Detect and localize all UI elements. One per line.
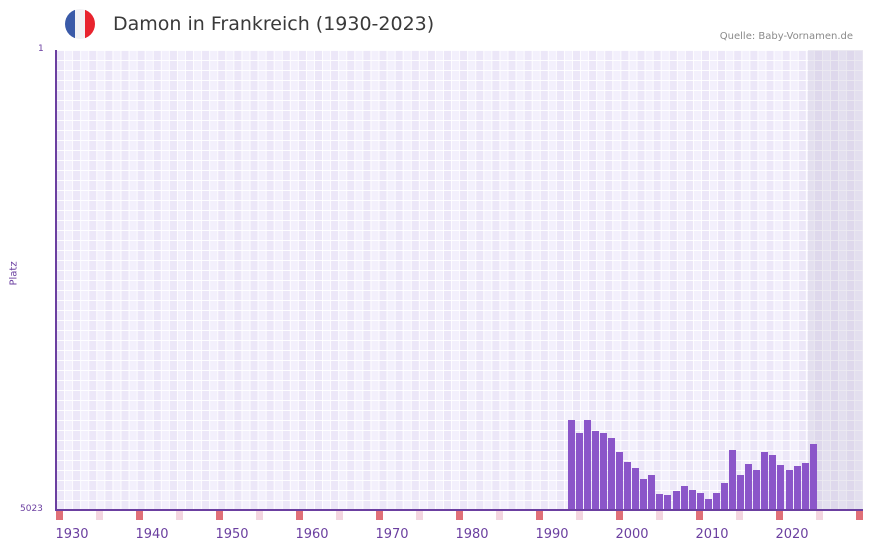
source-credit: Quelle: Baby-Vornamen.de	[719, 31, 853, 42]
decade-marker	[216, 511, 223, 520]
decade-marker	[616, 511, 623, 520]
bar[interactable]	[656, 494, 664, 510]
flag-blue	[65, 9, 75, 39]
bar[interactable]	[567, 420, 575, 510]
x-tick-label: 1990	[535, 527, 569, 542]
decade-marker	[136, 511, 143, 520]
bar[interactable]	[688, 490, 696, 510]
bar[interactable]	[575, 433, 583, 510]
decade-marker	[376, 511, 383, 520]
bar[interactable]	[607, 438, 615, 510]
bar[interactable]	[648, 475, 656, 510]
x-tick-label: 2010	[695, 527, 729, 542]
decade-marker	[536, 511, 543, 520]
half-decade-marker	[336, 511, 343, 520]
bar[interactable]	[624, 462, 632, 510]
bar[interactable]	[753, 470, 761, 510]
plot-area	[56, 50, 863, 510]
y-axis-line	[55, 50, 57, 511]
bar[interactable]	[664, 495, 672, 510]
x-tick-label: 1980	[455, 527, 489, 542]
bar[interactable]	[801, 463, 809, 510]
bar[interactable]	[793, 466, 801, 510]
half-decade-marker	[576, 511, 583, 520]
decade-marker	[456, 511, 463, 520]
decade-marker	[56, 511, 63, 520]
bar[interactable]	[696, 493, 704, 510]
bar[interactable]	[809, 444, 817, 510]
bar[interactable]	[599, 433, 607, 510]
x-tick-label: 2020	[775, 527, 809, 542]
bar[interactable]	[680, 486, 688, 510]
flag-france-icon	[65, 9, 95, 39]
y-top-label: 1	[38, 44, 44, 54]
decade-marker	[856, 511, 863, 520]
decade-marker	[776, 511, 783, 520]
y-axis-title: Platz	[8, 261, 20, 286]
half-decade-marker	[256, 511, 263, 520]
bar[interactable]	[737, 475, 745, 510]
y-bottom-label: 5023	[20, 504, 43, 514]
flag-red	[85, 9, 95, 39]
bar[interactable]	[745, 464, 753, 510]
x-tick-label: 2000	[615, 527, 649, 542]
bar[interactable]	[672, 491, 680, 510]
bar[interactable]	[591, 431, 599, 510]
x-tick-label: 1950	[215, 527, 249, 542]
year-markers	[56, 511, 863, 520]
bar[interactable]	[704, 499, 712, 510]
half-decade-marker	[96, 511, 103, 520]
bar[interactable]	[729, 450, 737, 510]
decade-marker	[696, 511, 703, 520]
bar[interactable]	[632, 468, 640, 510]
half-decade-marker	[736, 511, 743, 520]
half-decade-marker	[416, 511, 423, 520]
x-tick-label: 1930	[55, 527, 89, 542]
bar[interactable]	[616, 452, 624, 510]
bar[interactable]	[761, 452, 769, 510]
decade-marker	[296, 511, 303, 520]
half-decade-marker	[496, 511, 503, 520]
half-decade-marker	[176, 511, 183, 520]
half-decade-marker	[656, 511, 663, 520]
x-axis-line	[55, 509, 863, 511]
bar[interactable]	[583, 420, 591, 510]
x-tick-label: 1960	[295, 527, 329, 542]
flag-white	[75, 9, 85, 39]
x-tick-label: 1970	[375, 527, 409, 542]
half-decade-marker	[816, 511, 823, 520]
bar[interactable]	[785, 470, 793, 510]
chart-title: Damon in Frankreich (1930-2023)	[113, 13, 435, 35]
future-shade	[808, 50, 863, 510]
bar[interactable]	[720, 483, 728, 510]
bar[interactable]	[640, 479, 648, 510]
x-tick-label: 1940	[135, 527, 169, 542]
bar[interactable]	[712, 493, 720, 510]
bar[interactable]	[777, 465, 785, 510]
bar[interactable]	[769, 455, 777, 510]
